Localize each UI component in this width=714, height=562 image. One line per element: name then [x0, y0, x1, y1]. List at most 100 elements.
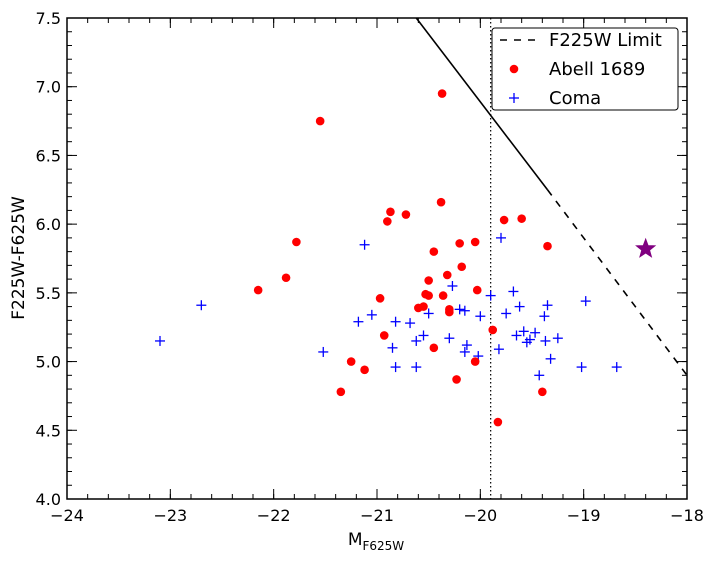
coma-point — [540, 335, 551, 346]
x-tick-label: −22 — [257, 506, 291, 525]
coma-point — [353, 316, 364, 327]
coma-point — [493, 344, 504, 355]
x-tick-label: −18 — [670, 506, 704, 525]
coma-point — [423, 308, 434, 319]
x-tick-label: −19 — [567, 506, 601, 525]
abell-point — [452, 375, 461, 384]
x-tick-label: −23 — [153, 506, 187, 525]
abell-point — [386, 207, 395, 217]
abell-point — [429, 247, 439, 256]
y-tick-label: 5.0 — [36, 353, 61, 372]
coma-point — [511, 330, 522, 341]
abell-point — [360, 365, 369, 375]
abell-point — [315, 116, 325, 126]
coma-point — [411, 335, 422, 346]
coma-point — [485, 290, 496, 301]
series-coma — [155, 232, 622, 381]
limit-line-solid — [415, 18, 549, 191]
x-tick-label: −20 — [463, 506, 497, 525]
coma-point — [501, 308, 512, 319]
coma-point — [444, 333, 455, 344]
coma-point — [196, 300, 207, 311]
legend-label-f225w-limit: F225W Limit — [549, 30, 662, 51]
abell-point — [419, 302, 428, 311]
abell-point — [383, 217, 392, 226]
coma-point — [318, 346, 329, 357]
abell-point — [442, 270, 452, 280]
abell-point — [543, 241, 552, 251]
y-tick-label: 4.0 — [36, 490, 61, 509]
abell-point — [379, 331, 389, 340]
coma-point — [518, 326, 529, 337]
abell-point — [437, 89, 447, 98]
legend-label-coma: Coma — [549, 88, 601, 109]
axis-ticks — [66, 17, 688, 500]
coma-point — [459, 346, 470, 357]
coma-point — [390, 362, 401, 373]
abell-point — [493, 417, 503, 427]
abell-point — [445, 307, 454, 317]
abell-point — [346, 357, 356, 366]
coma-point — [475, 311, 486, 322]
abell-point — [253, 285, 263, 295]
coma-point — [454, 304, 465, 315]
coma-point — [459, 305, 470, 316]
legend-box — [491, 27, 679, 111]
abell-point — [517, 214, 526, 223]
coma-point — [447, 280, 458, 291]
abell-point — [375, 294, 385, 303]
coma-point — [611, 362, 622, 373]
abell-point — [281, 273, 291, 283]
abell-point — [455, 239, 464, 248]
y-tick-labels: 4.0 4.5 5.0 5.5 6.0 6.5 7.0 7.5 — [36, 9, 61, 509]
x-axis-label-main: M — [348, 530, 363, 550]
coma-point — [496, 232, 506, 243]
coma-point — [545, 353, 556, 364]
coma-point — [534, 370, 545, 381]
coma-point — [387, 342, 398, 353]
abell-point — [336, 387, 346, 397]
coma-point — [514, 301, 525, 312]
star-point — [635, 237, 657, 258]
coma-point — [390, 316, 401, 327]
coma-point — [521, 337, 532, 348]
coma-point — [405, 318, 416, 329]
coma-point — [508, 286, 519, 297]
abell-point — [472, 285, 482, 295]
y-tick-label: 7.0 — [36, 78, 61, 97]
x-tick-labels: −24 −23 −22 −21 −20 −19 −18 — [50, 506, 704, 525]
coma-point — [539, 311, 550, 322]
abell-point — [538, 387, 547, 397]
coma-point — [366, 309, 377, 320]
abell-point — [292, 237, 301, 247]
series-f225w-limit — [415, 18, 687, 376]
x-axis-label: MF625W — [348, 530, 404, 553]
abell-point — [424, 291, 433, 300]
abell-point — [438, 291, 448, 300]
legend: F225W Limit Abell 1689 Coma — [491, 27, 679, 111]
limit-line-dashed — [546, 189, 687, 376]
legend-coma-swatch — [509, 93, 519, 103]
coma-point — [418, 330, 429, 341]
coma-point — [552, 333, 563, 344]
y-tick-label: 4.5 — [36, 421, 61, 440]
coma-point — [461, 340, 472, 351]
coma-point — [576, 362, 587, 373]
coma-point — [359, 239, 370, 250]
y-axis-label: F225W-F625W — [9, 196, 29, 320]
series-star — [635, 237, 657, 258]
coma-point — [580, 296, 591, 307]
legend-label-abell-1689: Abell 1689 — [549, 59, 645, 80]
abell-point — [424, 276, 433, 285]
abell-point — [499, 215, 509, 225]
x-tick-label: −24 — [50, 506, 84, 525]
y-tick-label: 5.5 — [36, 284, 61, 303]
coma-point — [542, 300, 553, 311]
y-tick-label: 6.5 — [36, 146, 61, 165]
legend-abell-swatch — [509, 64, 519, 74]
abell-point — [457, 262, 467, 272]
abell-point — [429, 343, 439, 353]
y-tick-label: 6.0 — [36, 215, 61, 234]
x-axis-label-subscript: F625W — [363, 539, 405, 553]
coma-point — [155, 335, 165, 346]
